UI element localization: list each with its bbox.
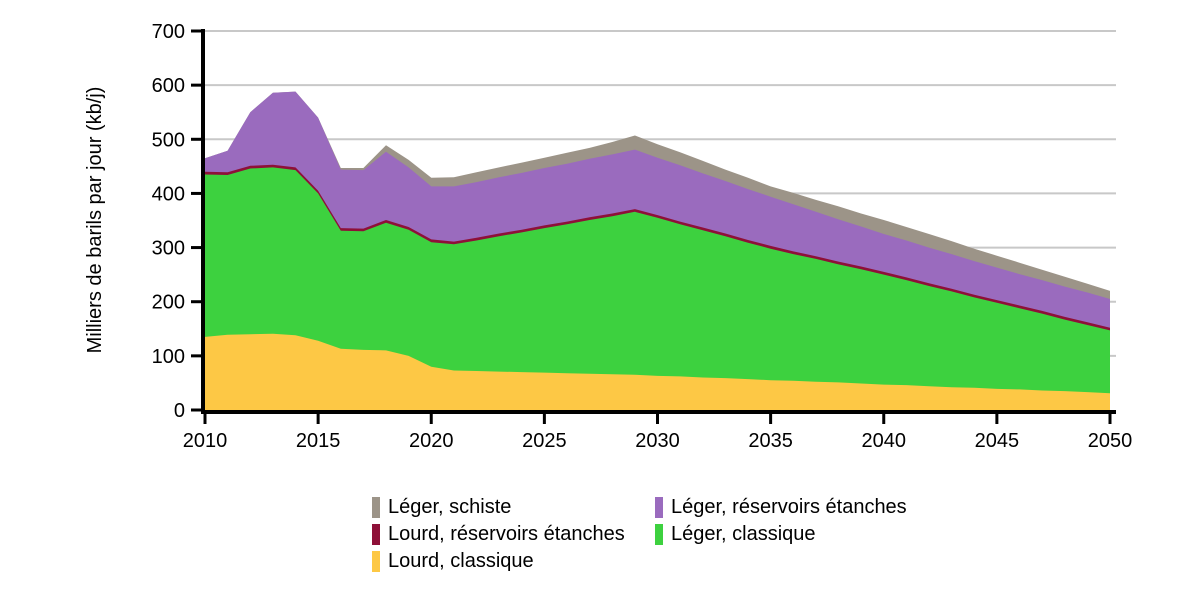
x-tick-label-2045: 2045 xyxy=(975,430,1020,452)
y-tick-label-600: 600 xyxy=(152,75,185,97)
tick-labels: 0 100 200 300 400 500 600 700 2010 2015 2020 2025 20… xyxy=(152,21,1133,452)
area-lourd_classique xyxy=(205,333,1110,410)
x-tick-label-2035: 2035 xyxy=(748,430,793,452)
y-tick-label-700: 700 xyxy=(152,21,185,43)
legend-swatch-leger_classique xyxy=(655,524,663,545)
y-tick-label-200: 200 xyxy=(152,292,185,314)
legend-item-lourd_classique: Lourd, classique xyxy=(372,551,655,572)
y-axis-title: Milliers de barils par jour (kb/j) xyxy=(84,87,106,354)
legend-label-lourd_reservoirs_etanches: Lourd, réservoirs étanches xyxy=(388,523,625,545)
legend-label-lourd_classique: Lourd, classique xyxy=(388,550,534,572)
legend-swatch-leger_schiste xyxy=(372,497,380,518)
legend-swatch-leger_reservoirs_etanches xyxy=(655,497,663,518)
x-tick-label-2050: 2050 xyxy=(1088,430,1133,452)
area-leger_classique xyxy=(205,167,1110,410)
legend-label-leger_schiste: Léger, schiste xyxy=(388,496,512,518)
y-tick-label-300: 300 xyxy=(152,238,185,260)
legend-item-leger_classique: Léger, classique xyxy=(655,524,907,545)
x-tick-label-2015: 2015 xyxy=(296,430,341,452)
legend-label-leger_reservoirs_etanches: Léger, réservoirs étanches xyxy=(671,496,907,518)
x-tick-label-2020: 2020 xyxy=(409,430,454,452)
legend-item-leger_reservoirs_etanches: Léger, réservoirs étanches xyxy=(655,497,907,518)
legend-label-leger_classique: Léger, classique xyxy=(671,523,816,545)
y-tick-label-0: 0 xyxy=(174,400,185,422)
y-tick-label-500: 500 xyxy=(152,129,185,151)
x-tick-label-2010: 2010 xyxy=(183,430,228,452)
axes xyxy=(191,29,1116,424)
legend-column-1: Léger, schiste Lourd, réservoirs étanches… xyxy=(372,497,655,578)
x-tick-label-2040: 2040 xyxy=(862,430,907,452)
y-tick-label-400: 400 xyxy=(152,183,185,205)
y-tick-label-100: 100 xyxy=(152,346,185,368)
legend-swatch-lourd_classique xyxy=(372,551,380,572)
legend-column-2: Léger, réservoirs étanches Léger, classiq… xyxy=(655,497,907,551)
legend-item-lourd_reservoirs_etanches: Lourd, réservoirs étanches xyxy=(372,524,655,545)
legend-swatch-lourd_reservoirs_etanches xyxy=(372,524,380,545)
x-tick-label-2025: 2025 xyxy=(522,430,567,452)
legend-item-leger_schiste: Léger, schiste xyxy=(372,497,655,518)
x-tick-label-2030: 2030 xyxy=(635,430,680,452)
area-series xyxy=(205,91,1110,410)
legend: Léger, schiste Lourd, réservoirs étanches… xyxy=(372,497,907,578)
